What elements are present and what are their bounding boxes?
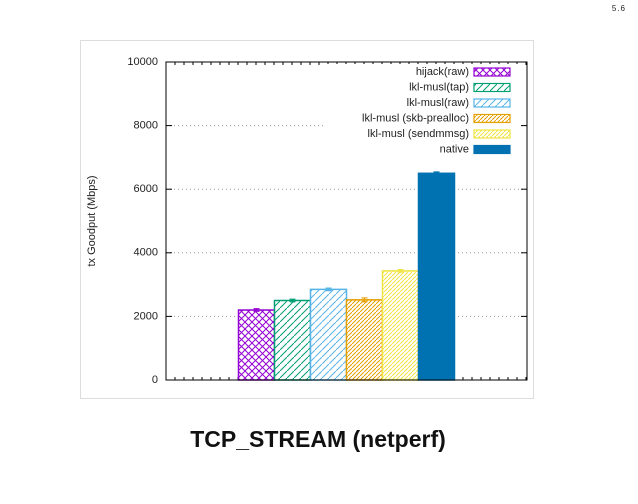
legend-label: lkl-musl(raw) xyxy=(407,97,469,109)
y-tick-label: 4000 xyxy=(134,247,158,259)
chart-title: TCP_STREAM (netperf) xyxy=(190,426,446,452)
legend-swatch xyxy=(473,98,511,108)
error-bar xyxy=(397,269,404,273)
legend-swatch xyxy=(473,82,511,93)
bar xyxy=(309,288,348,381)
y-tick-label: 8000 xyxy=(134,120,158,132)
bar xyxy=(345,299,384,381)
bar xyxy=(381,270,420,381)
bar xyxy=(273,299,312,381)
error-bar xyxy=(325,287,332,292)
legend-label: hijack(raw) xyxy=(416,66,469,78)
legend-label: lkl-musl (sendmmsg) xyxy=(368,128,469,140)
plot-frame xyxy=(165,61,528,381)
error-bar xyxy=(361,297,368,303)
slide-number: 5.6 xyxy=(612,4,626,13)
legend-swatch xyxy=(473,67,511,77)
bar xyxy=(417,172,456,381)
chart-frame xyxy=(80,40,534,399)
legend-swatch xyxy=(473,113,511,124)
y-tick-label: 2000 xyxy=(134,310,158,322)
y-tick-label: 10000 xyxy=(127,56,158,68)
error-bar xyxy=(253,308,260,312)
y-tick-label: 0 xyxy=(152,374,158,386)
error-bar xyxy=(433,171,440,176)
legend-label: lkl-musl (skb-prealloc) xyxy=(362,112,469,124)
legend-label: native xyxy=(440,143,469,155)
legend-swatch xyxy=(473,129,511,139)
error-bar xyxy=(289,298,296,303)
y-axis-label: tx Goodput (Mbps) xyxy=(86,175,98,266)
bar xyxy=(237,309,276,381)
legend-swatch xyxy=(473,144,511,155)
legend-label: lkl-musl(tap) xyxy=(409,81,469,93)
y-tick-label: 6000 xyxy=(134,183,158,195)
legend-bg xyxy=(324,64,519,159)
